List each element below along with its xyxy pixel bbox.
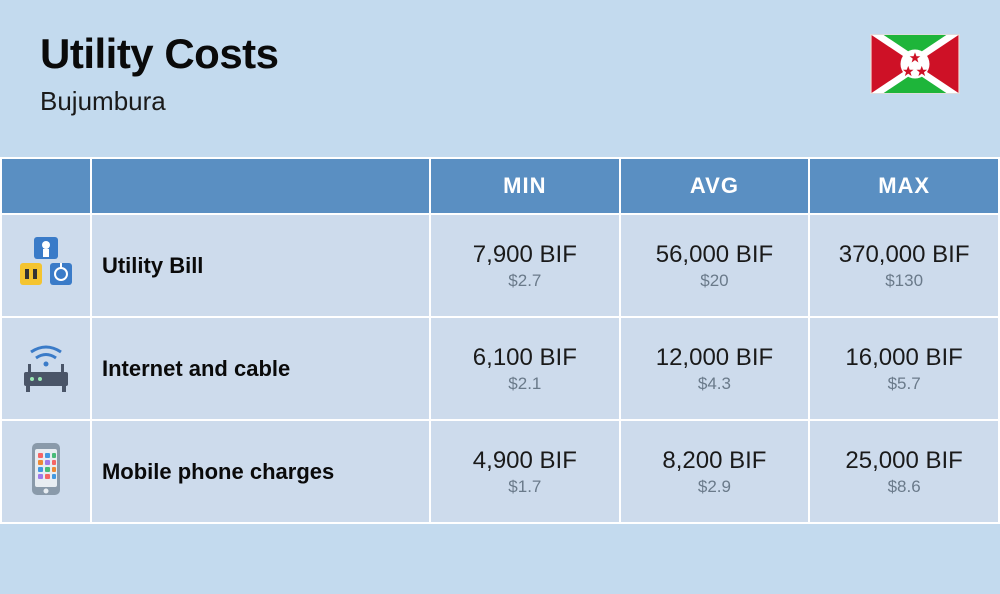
value-primary: 8,200 BIF xyxy=(633,447,797,475)
column-header-min: MIN xyxy=(430,158,620,214)
cell-avg: 8,200 BIF $2.9 xyxy=(620,420,810,523)
column-header-avg: AVG xyxy=(620,158,810,214)
phone-icon xyxy=(1,420,91,523)
page-subtitle: Bujumbura xyxy=(40,86,279,117)
value-primary: 6,100 BIF xyxy=(443,344,607,372)
value-primary: 370,000 BIF xyxy=(822,241,986,269)
router-icon xyxy=(1,317,91,420)
value-primary: 16,000 BIF xyxy=(822,344,986,372)
cell-avg: 12,000 BIF $4.3 xyxy=(620,317,810,420)
table-header-row: MIN AVG MAX xyxy=(1,158,999,214)
header-empty-icon xyxy=(1,158,91,214)
value-secondary: $20 xyxy=(633,271,797,291)
table-row: Utility Bill 7,900 BIF $2.7 56,000 BIF $… xyxy=(1,214,999,317)
value-primary: 56,000 BIF xyxy=(633,241,797,269)
cell-max: 25,000 BIF $8.6 xyxy=(809,420,999,523)
value-primary: 7,900 BIF xyxy=(443,241,607,269)
cell-min: 6,100 BIF $2.1 xyxy=(430,317,620,420)
value-secondary: $5.7 xyxy=(822,374,986,394)
row-label: Mobile phone charges xyxy=(91,420,430,523)
value-secondary: $2.7 xyxy=(443,271,607,291)
value-secondary: $2.1 xyxy=(443,374,607,394)
header: Utility Costs Bujumbura xyxy=(0,0,1000,157)
row-label: Internet and cable xyxy=(91,317,430,420)
burundi-flag-icon xyxy=(870,34,960,94)
value-primary: 4,900 BIF xyxy=(443,447,607,475)
costs-table: MIN AVG MAX Utility Bill xyxy=(0,157,1000,524)
value-secondary: $4.3 xyxy=(633,374,797,394)
table-row: Internet and cable 6,100 BIF $2.1 12,000… xyxy=(1,317,999,420)
cell-max: 370,000 BIF $130 xyxy=(809,214,999,317)
cell-min: 7,900 BIF $2.7 xyxy=(430,214,620,317)
value-secondary: $2.9 xyxy=(633,477,797,497)
row-label: Utility Bill xyxy=(91,214,430,317)
table-row: Mobile phone charges 4,900 BIF $1.7 8,20… xyxy=(1,420,999,523)
value-secondary: $1.7 xyxy=(443,477,607,497)
value-secondary: $130 xyxy=(822,271,986,291)
title-block: Utility Costs Bujumbura xyxy=(40,30,279,117)
value-primary: 25,000 BIF xyxy=(822,447,986,475)
cell-min: 4,900 BIF $1.7 xyxy=(430,420,620,523)
value-secondary: $8.6 xyxy=(822,477,986,497)
cell-max: 16,000 BIF $5.7 xyxy=(809,317,999,420)
value-primary: 12,000 BIF xyxy=(633,344,797,372)
header-empty-label xyxy=(91,158,430,214)
page-title: Utility Costs xyxy=(40,30,279,78)
utilities-icon xyxy=(1,214,91,317)
cell-avg: 56,000 BIF $20 xyxy=(620,214,810,317)
column-header-max: MAX xyxy=(809,158,999,214)
